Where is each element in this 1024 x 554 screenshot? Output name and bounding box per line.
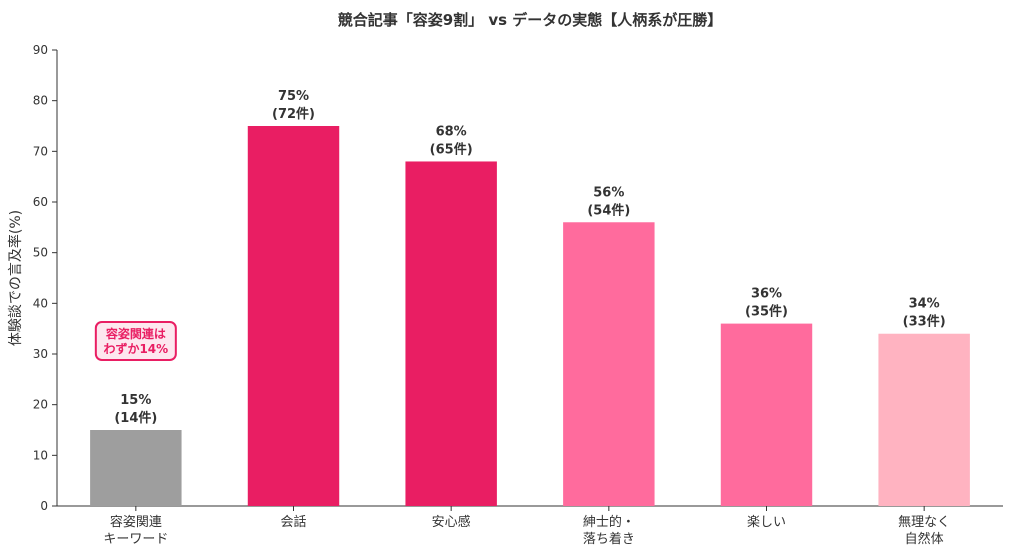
bars — [90, 126, 970, 506]
data-label: 75% — [278, 89, 309, 104]
y-tick-label: 60 — [33, 195, 48, 209]
data-label: (54件) — [587, 202, 630, 218]
x-tick-label: 会話 — [280, 514, 306, 530]
y-tick-label: 70 — [33, 144, 48, 158]
y-axis: 0 10 20 30 40 50 60 70 80 90 — [33, 43, 58, 513]
bar — [405, 161, 497, 506]
annotation-box — [94, 321, 177, 361]
y-tick-label: 50 — [33, 246, 48, 260]
y-tick-label: 0 — [40, 499, 48, 513]
annotation-text: 容姿関連は — [105, 326, 166, 341]
data-label: (14件) — [114, 410, 157, 426]
y-tick-label: 80 — [33, 94, 48, 108]
bar — [90, 430, 182, 506]
y-tick-label: 30 — [33, 347, 48, 361]
data-label: (35件) — [745, 304, 788, 320]
x-tick-label: キーワード — [103, 532, 168, 547]
x-tick-label: 楽しい — [747, 514, 786, 530]
bar — [563, 222, 655, 506]
x-tick-label: 安心感 — [432, 514, 471, 530]
chart-title: 競合記事「容姿9割」 vs データの実態【人柄系が圧勝】 — [338, 11, 723, 29]
x-tick-label: 紳士的・ — [583, 514, 635, 530]
annotation-text: わずか14% — [103, 341, 168, 356]
bar — [878, 333, 970, 506]
data-label: 15% — [120, 393, 151, 408]
y-axis-label: 体験談での言及率(%) — [7, 210, 24, 346]
y-tick-label: 10 — [33, 448, 48, 462]
data-label: (72件) — [272, 106, 315, 122]
x-tick-label: 容姿関連 — [110, 514, 162, 530]
y-tick-label: 90 — [33, 43, 48, 57]
x-tick-label: 自然体 — [905, 531, 944, 547]
data-label: (33件) — [903, 314, 946, 330]
y-tick-label: 40 — [33, 296, 48, 310]
bar — [247, 126, 340, 506]
data-label: 36% — [751, 287, 782, 302]
data-label: 34% — [909, 297, 940, 312]
x-tick-label: 無理なく — [898, 515, 950, 530]
bar-value-labels: 15% (14件) 75% (72件) 68% (65件) 56% (54件) 36% (35件)… — [114, 89, 945, 426]
y-tick-label: 20 — [33, 398, 48, 412]
data-label: 56% — [593, 185, 624, 200]
bar — [720, 323, 813, 506]
x-tick-label: 落ち着き — [583, 531, 635, 547]
data-label: (65件) — [430, 141, 473, 157]
data-label: 68% — [436, 124, 467, 139]
